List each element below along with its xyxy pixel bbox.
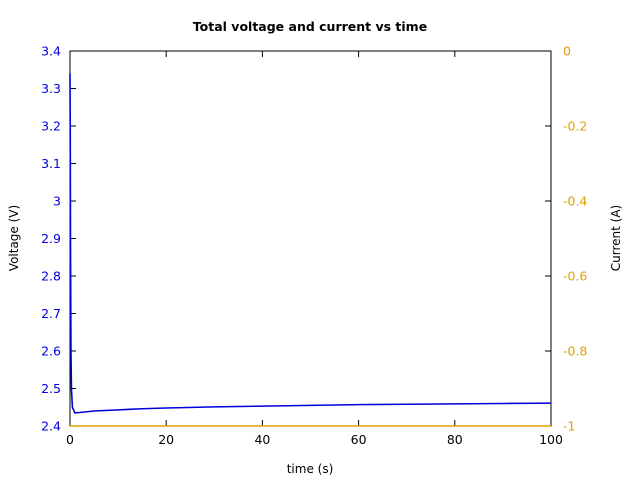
voltage-line — [69, 73, 552, 414]
y-tick-label: 3.3 — [41, 81, 61, 96]
x-tick-label: 60 — [351, 432, 367, 447]
y2-tick-label: -0.6 — [563, 269, 587, 284]
chart-title: Total voltage and current vs time — [193, 19, 427, 34]
y2-tick-label: -0.8 — [563, 344, 587, 359]
y-tick-label: 2.9 — [41, 231, 61, 246]
y-tick-label: 2.4 — [41, 419, 61, 434]
y2-tick-label: -0.2 — [563, 119, 587, 134]
y-tick-label: 2.5 — [41, 381, 61, 396]
y2-tick-label: -1 — [563, 419, 575, 434]
y-axis-label: Voltage (V) — [7, 205, 21, 271]
y2-axis-label: Current (A) — [609, 205, 623, 271]
y-tick-label: 3.2 — [41, 119, 61, 134]
x-tick-label: 20 — [158, 432, 174, 447]
x-axis: 0 20 40 60 80 100 — [66, 51, 563, 447]
y2-tick-label: -0.4 — [563, 194, 587, 209]
plot-frame — [69, 50, 552, 427]
y-axis-right: -1 -0.8 -0.6 -0.4 -0.2 0 — [545, 44, 587, 434]
y2-tick-label: 0 — [563, 44, 571, 59]
series-layer — [69, 73, 552, 427]
x-tick-label: 80 — [447, 432, 463, 447]
y-tick-label: 3 — [53, 194, 61, 209]
y-tick-label: 2.6 — [41, 344, 61, 359]
x-tick-label: 100 — [539, 432, 563, 447]
x-axis-label: time (s) — [287, 462, 334, 476]
x-tick-label: 0 — [66, 432, 74, 447]
y-tick-label: 2.7 — [41, 306, 61, 321]
y-tick-label: 3.4 — [41, 44, 61, 59]
y-tick-label: 3.1 — [41, 156, 61, 171]
x-tick-label: 40 — [254, 432, 270, 447]
y-tick-label: 2.8 — [41, 269, 61, 284]
